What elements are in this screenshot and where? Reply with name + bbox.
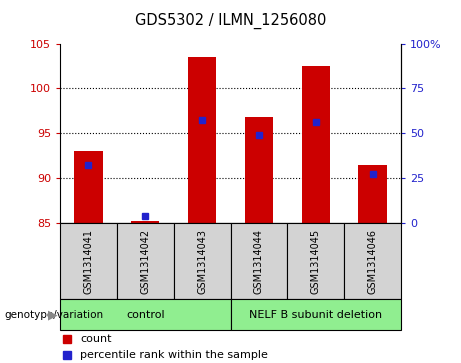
- Text: NELF B subunit deletion: NELF B subunit deletion: [249, 310, 382, 320]
- Bar: [301, 66, 330, 223]
- Text: GSM1314044: GSM1314044: [254, 229, 264, 294]
- Text: percentile rank within the sample: percentile rank within the sample: [80, 350, 268, 360]
- Text: GSM1314046: GSM1314046: [367, 229, 378, 294]
- Bar: [230, 223, 287, 299]
- Text: genotype/variation: genotype/variation: [5, 310, 104, 320]
- Text: GSM1314041: GSM1314041: [83, 229, 94, 294]
- Text: control: control: [126, 310, 165, 320]
- Text: GSM1314042: GSM1314042: [140, 229, 150, 294]
- Bar: [287, 223, 344, 299]
- Bar: [174, 223, 230, 299]
- Text: GSM1314043: GSM1314043: [197, 229, 207, 294]
- Bar: [358, 165, 387, 223]
- Text: GSM1314045: GSM1314045: [311, 229, 321, 294]
- Text: ▶: ▶: [48, 309, 58, 321]
- Text: GDS5302 / ILMN_1256080: GDS5302 / ILMN_1256080: [135, 13, 326, 29]
- Bar: [230, 299, 401, 330]
- Bar: [60, 223, 117, 299]
- Bar: [344, 223, 401, 299]
- Bar: [117, 223, 174, 299]
- Bar: [74, 151, 102, 223]
- Bar: [60, 299, 230, 330]
- Bar: [131, 221, 160, 223]
- Text: count: count: [80, 334, 112, 344]
- Bar: [245, 117, 273, 223]
- Bar: [188, 57, 216, 223]
